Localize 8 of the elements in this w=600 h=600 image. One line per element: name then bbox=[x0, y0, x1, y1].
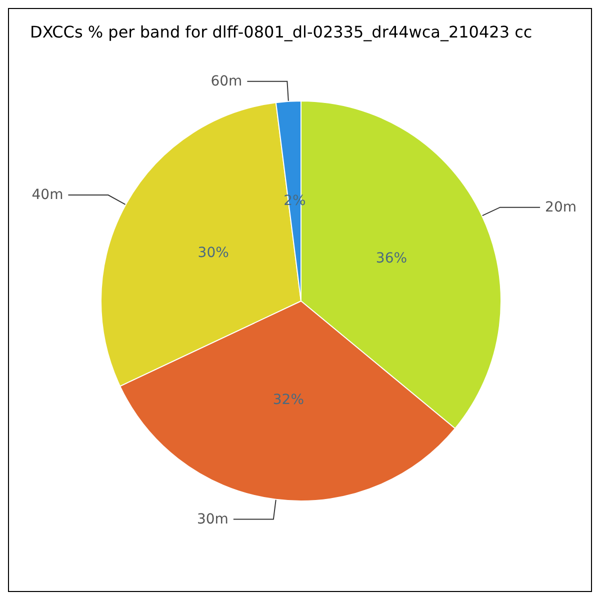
slice-label: 30m bbox=[196, 511, 228, 528]
data-label: 30% bbox=[198, 244, 229, 261]
data-label: 36% bbox=[376, 250, 408, 266]
chart-title: DXCCs % per band for dlff-0801_dl-02335_dr44wca_210423 cc bbox=[30, 22, 532, 42]
slice-label: 60m bbox=[210, 73, 242, 90]
data-label: 32% bbox=[272, 392, 304, 408]
slice-label: 20m bbox=[545, 199, 577, 216]
slice-label: 40m bbox=[32, 187, 64, 204]
